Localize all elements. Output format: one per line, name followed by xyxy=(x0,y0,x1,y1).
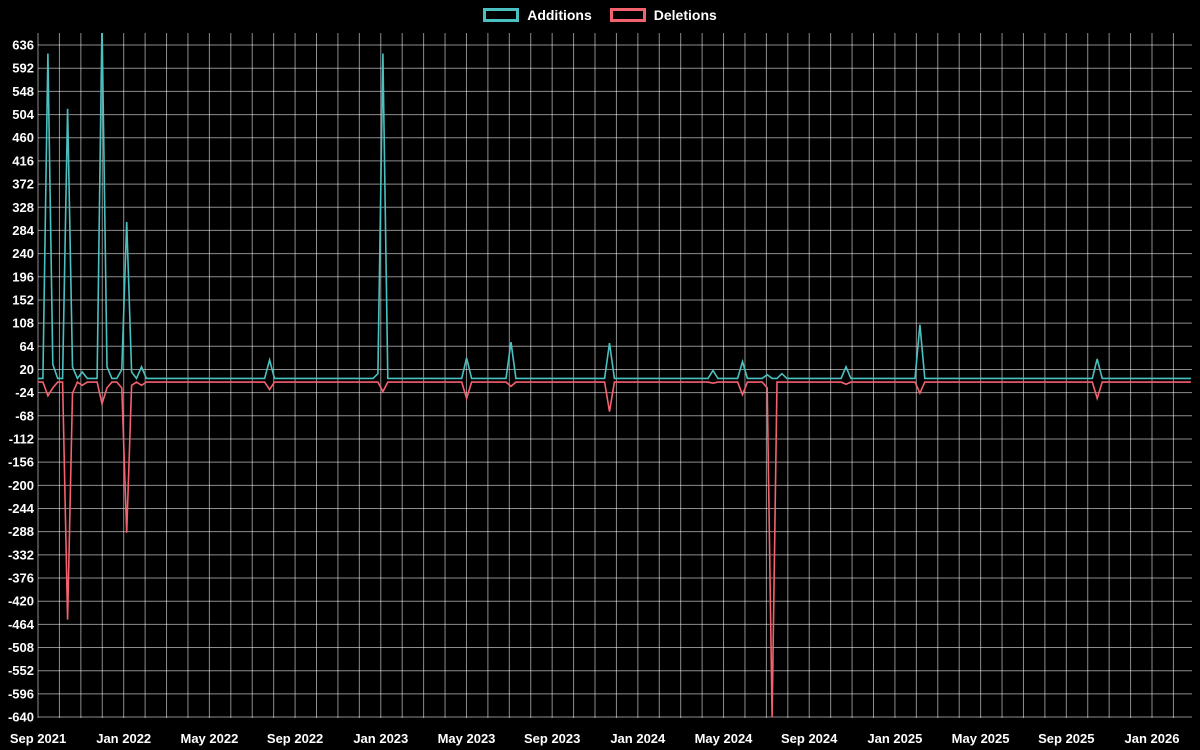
deletions-swatch xyxy=(609,8,646,22)
svg-text:May 2025: May 2025 xyxy=(952,731,1010,746)
legend-item-deletions[interactable]: Deletions xyxy=(609,7,717,23)
svg-text:108: 108 xyxy=(12,316,34,331)
svg-text:May 2024: May 2024 xyxy=(695,731,754,746)
svg-text:548: 548 xyxy=(12,84,34,99)
svg-text:416: 416 xyxy=(12,153,34,168)
svg-text:Sep 2023: Sep 2023 xyxy=(524,731,580,746)
svg-text:-244: -244 xyxy=(8,501,35,516)
svg-text:-552: -552 xyxy=(8,663,34,678)
x-axis-labels: Sep 2021 Jan 2022 May 2022 Sep 2022 Jan 2023… xyxy=(10,731,1180,746)
svg-text:64: 64 xyxy=(20,339,35,354)
svg-text:-464: -464 xyxy=(8,617,35,632)
svg-text:-68: -68 xyxy=(15,408,34,423)
chart-legend: Additions Deletions xyxy=(0,7,1200,23)
svg-text:-156: -156 xyxy=(8,455,34,470)
svg-text:Sep 2021: Sep 2021 xyxy=(10,731,66,746)
additions-swatch xyxy=(483,8,520,22)
svg-text:Jan 2026: Jan 2026 xyxy=(1125,731,1180,746)
svg-text:372: 372 xyxy=(12,177,34,192)
svg-text:Jan 2022: Jan 2022 xyxy=(96,731,151,746)
svg-text:May 2022: May 2022 xyxy=(180,731,238,746)
grid xyxy=(37,33,1192,718)
svg-text:Sep 2024: Sep 2024 xyxy=(781,731,838,746)
svg-text:Sep 2022: Sep 2022 xyxy=(267,731,323,746)
svg-text:-288: -288 xyxy=(8,524,34,539)
legend-label-additions: Additions xyxy=(527,7,592,23)
svg-text:504: 504 xyxy=(12,107,34,122)
svg-text:-112: -112 xyxy=(9,432,34,447)
svg-text:-420: -420 xyxy=(8,594,34,609)
svg-text:May 2023: May 2023 xyxy=(438,731,496,746)
svg-text:-376: -376 xyxy=(8,571,34,586)
y-axis-labels: 636 592 548 504 460 416 372 328 284 240 196 152 108 6… xyxy=(8,38,35,725)
svg-text:-508: -508 xyxy=(8,640,34,655)
svg-text:-24: -24 xyxy=(15,385,35,400)
svg-text:328: 328 xyxy=(12,200,34,215)
legend-item-additions[interactable]: Additions xyxy=(483,7,592,23)
svg-text:284: 284 xyxy=(12,223,34,238)
svg-text:Sep 2025: Sep 2025 xyxy=(1038,731,1094,746)
svg-text:Jan 2025: Jan 2025 xyxy=(867,731,922,746)
svg-text:Jan 2023: Jan 2023 xyxy=(353,731,408,746)
svg-text:Jan 2024: Jan 2024 xyxy=(610,731,666,746)
legend-label-deletions: Deletions xyxy=(653,7,717,23)
svg-text:-640: -640 xyxy=(8,710,34,725)
svg-text:-332: -332 xyxy=(8,547,34,562)
svg-text:636: 636 xyxy=(12,38,34,53)
deletions-line xyxy=(38,380,1191,718)
additions-line xyxy=(38,33,1191,380)
svg-text:-200: -200 xyxy=(8,478,34,493)
svg-text:592: 592 xyxy=(12,61,34,76)
svg-text:196: 196 xyxy=(12,269,34,284)
svg-text:240: 240 xyxy=(12,246,34,261)
svg-text:460: 460 xyxy=(12,130,34,145)
svg-text:-596: -596 xyxy=(8,686,34,701)
svg-text:20: 20 xyxy=(20,362,34,377)
svg-text:152: 152 xyxy=(12,292,34,307)
